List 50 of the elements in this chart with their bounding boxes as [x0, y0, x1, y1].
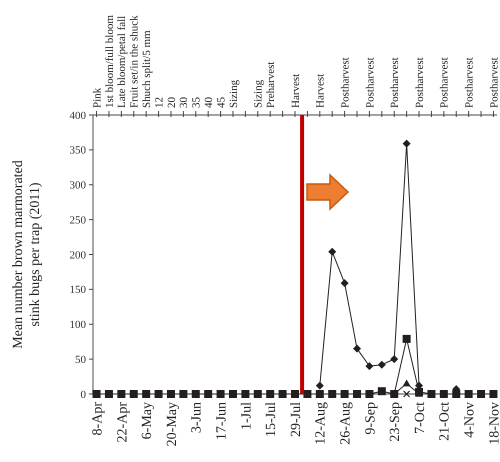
x-tick-label: 22-Apr	[115, 402, 130, 442]
y-tick-label: 50	[75, 354, 86, 366]
y-tick-label: 100	[70, 319, 86, 332]
x-tick-label: 9-Sep	[363, 402, 378, 435]
x2-tick-label: 1st bloom/full bloom	[104, 14, 116, 108]
x-tick-label: 18-Nov	[487, 402, 500, 445]
x2-tick-label: Preharvest	[265, 62, 278, 108]
x2-tick-label: 40	[203, 96, 216, 108]
x2-tick-label: Harvest	[290, 74, 302, 108]
x-tick-label: 7-Oct	[412, 402, 428, 434]
y-tick-label: 150	[70, 284, 86, 296]
x-tick-label: 1-Jul	[239, 402, 254, 430]
x2-tick-label: Sizing	[228, 79, 240, 108]
x2-tick-label: Postharvest	[464, 57, 476, 108]
x-tick-label: 4-Nov	[462, 402, 478, 438]
x2-tick-label: Postharvest	[389, 57, 402, 108]
x2-tick-label: Postharvest	[438, 57, 451, 108]
x-tick-label: 29-Jul	[288, 402, 304, 437]
x2-tick-label: Pink	[91, 87, 104, 108]
x-tick-label: 15-Jul	[264, 402, 280, 437]
y-tick-label: 300	[70, 180, 86, 192]
x-tick-label: 21-Oct	[438, 402, 453, 441]
y-tick-label: 250	[70, 214, 86, 226]
y-axis-title: Mean number brown marmorated stink bugs per trap (2011)	[11, 160, 43, 349]
x-tick-label: 12-Aug	[314, 402, 329, 445]
x-tick-label: 8-Apr	[90, 402, 106, 436]
x-tick-label: 3-Jun	[190, 402, 205, 434]
x-tick-label: 23-Sep	[388, 402, 404, 442]
x2-tick-label: Shuch split/5 mm	[141, 30, 154, 108]
x-tick-label: 26-Aug	[338, 402, 354, 445]
y-tick-label: 0	[80, 388, 86, 401]
x2-tick-label: 20	[166, 96, 178, 108]
x-tick-label: 6-May	[140, 402, 156, 440]
x2-tick-label: 35	[190, 96, 203, 108]
y-tick-label: 200	[70, 249, 86, 262]
x2-tick-label: Late bloom/petal fall	[116, 16, 128, 108]
x-tick-label: 20-May	[164, 402, 180, 446]
x2-tick-label: Postharvest	[364, 57, 376, 108]
x2-tick-label: Postharvest	[488, 57, 500, 108]
x2-tick-label: Sizing	[252, 79, 265, 108]
x2-tick-label: Harvest	[314, 74, 327, 108]
y-tick-label: 400	[70, 110, 86, 122]
y-tick-label: 350	[70, 144, 86, 157]
x2-tick-label: 45	[215, 96, 228, 108]
x2-tick-label: 12	[153, 97, 166, 108]
x2-tick-label: Postharvest	[339, 57, 352, 108]
x2-tick-label: Fruit set/in the shuck	[128, 14, 141, 108]
x2-tick-label: 30	[178, 96, 190, 108]
x2-tick-label: Postharvest	[414, 57, 426, 108]
x-tick-label: 17-Jun	[214, 402, 230, 440]
